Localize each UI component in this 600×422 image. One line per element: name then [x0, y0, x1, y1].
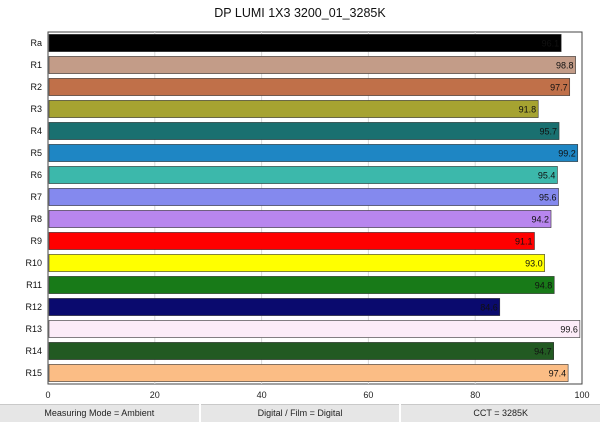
bar: [48, 144, 579, 162]
bar: [48, 122, 560, 140]
category-label: R6: [30, 170, 42, 180]
category-label: R4: [30, 126, 42, 136]
category-label: R9: [30, 236, 42, 246]
category-label: R11: [26, 280, 42, 290]
bar: [48, 254, 545, 272]
value-label: 97.4: [549, 369, 567, 379]
category-label: R2: [30, 82, 42, 92]
value-label: 91.8: [519, 105, 537, 115]
category-label: R13: [25, 324, 42, 334]
category-label: Ra: [30, 38, 42, 48]
value-label: 93.0: [525, 259, 543, 269]
bar: [48, 232, 535, 250]
category-label: R3: [30, 104, 42, 114]
bar: [48, 188, 559, 206]
cct-label: CCT = 3285K: [401, 404, 600, 422]
x-tick-label: 0: [45, 390, 50, 400]
bar: [48, 342, 554, 360]
x-tick-label: 20: [150, 390, 160, 400]
value-label: 96.1: [542, 39, 560, 49]
category-label: R1: [30, 60, 42, 70]
bar: [48, 100, 539, 118]
x-tick-label: 80: [470, 390, 480, 400]
value-label: 99.6: [560, 325, 578, 335]
category-label: R15: [25, 368, 42, 378]
value-label: 94.7: [534, 347, 552, 357]
status-footer: Measuring Mode = Ambient Digital / Film …: [0, 404, 600, 422]
value-label: 95.7: [540, 127, 558, 137]
category-label: R5: [30, 148, 42, 158]
category-label: R8: [30, 214, 42, 224]
bar: [48, 78, 571, 96]
value-label: 94.2: [531, 215, 549, 225]
category-label: R12: [25, 302, 42, 312]
x-tick-label: 40: [257, 390, 267, 400]
value-label: 95.4: [538, 171, 556, 181]
value-label: 94.8: [535, 281, 553, 291]
bar: [48, 56, 576, 74]
bar: [48, 320, 581, 338]
category-label: R7: [30, 192, 42, 202]
digital-film-label: Digital / Film = Digital: [200, 404, 400, 422]
measuring-mode-label: Measuring Mode = Ambient: [0, 404, 199, 422]
value-label: 97.7: [550, 83, 568, 93]
x-tick-label: 60: [363, 390, 373, 400]
value-label: 91.1: [515, 237, 533, 247]
bar: [48, 210, 552, 228]
bar: [48, 166, 558, 184]
bar: [48, 364, 569, 382]
category-label: R14: [25, 346, 42, 356]
value-label: 95.6: [539, 193, 557, 203]
bar: [48, 276, 555, 294]
bar: [48, 34, 562, 52]
value-label: 99.2: [558, 149, 576, 159]
value-label: 84.6: [480, 303, 498, 313]
value-label: 98.8: [556, 61, 574, 71]
chart-title: DP LUMI 1X3 3200_01_3285K: [214, 6, 386, 20]
bar-chart: 0 20 40 60 80 100 Ra 96.1 R1 98.8 R2 97.7 R3 91.8 R4 95…: [25, 31, 590, 400]
x-tick-label: 100: [574, 390, 589, 400]
category-label: R10: [25, 258, 42, 268]
bar: [48, 298, 501, 316]
